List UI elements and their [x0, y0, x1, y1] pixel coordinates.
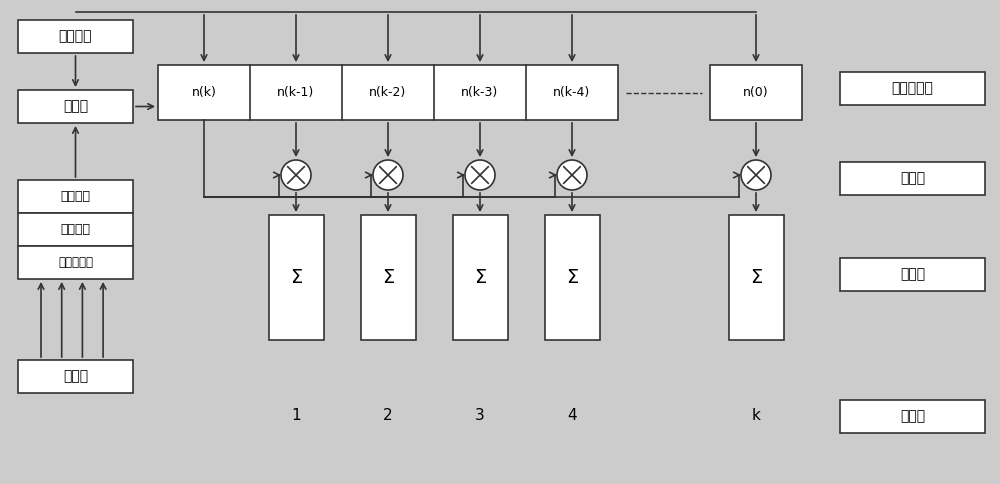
Text: $\Sigma$: $\Sigma$	[474, 268, 486, 287]
Bar	[544, 215, 600, 340]
Bar	[268, 215, 324, 340]
Text: 甫别电路: 甫别电路	[60, 190, 90, 203]
Bar	[840, 72, 985, 105]
Text: $\Sigma$: $\Sigma$	[566, 268, 578, 287]
Text: 移位寄存器: 移位寄存器	[892, 81, 933, 95]
Text: 散射光: 散射光	[63, 369, 88, 383]
Text: n(k): n(k)	[192, 86, 216, 99]
Bar	[158, 65, 618, 120]
Text: 累加器: 累加器	[900, 268, 925, 282]
Text: 放大电路: 放大电路	[60, 223, 90, 236]
Bar	[840, 258, 985, 291]
Text: 乘法器: 乘法器	[900, 171, 925, 185]
Bar	[728, 215, 784, 340]
Circle shape	[373, 160, 403, 190]
Text: k: k	[752, 408, 760, 423]
Bar	[18, 180, 133, 213]
Text: 计数器: 计数器	[63, 100, 88, 114]
Bar	[18, 213, 133, 246]
Bar	[840, 162, 985, 195]
Circle shape	[741, 160, 771, 190]
Bar	[840, 400, 985, 433]
Bar	[452, 215, 508, 340]
Text: 通道数: 通道数	[900, 409, 925, 424]
Text: n(k-4): n(k-4)	[553, 86, 591, 99]
Text: 2: 2	[383, 408, 393, 423]
Circle shape	[281, 160, 311, 190]
Circle shape	[557, 160, 587, 190]
Text: $\Sigma$: $\Sigma$	[382, 268, 394, 287]
Text: n(k-2): n(k-2)	[369, 86, 407, 99]
Bar	[18, 360, 133, 393]
Text: n(0): n(0)	[743, 86, 769, 99]
Bar	[18, 20, 133, 53]
Text: 光电倍增管: 光电倍增管	[58, 256, 93, 269]
Text: 4: 4	[567, 408, 577, 423]
Text: $\Sigma$: $\Sigma$	[750, 268, 763, 287]
Text: $\Sigma$: $\Sigma$	[290, 268, 302, 287]
Bar	[710, 65, 802, 120]
Bar	[18, 246, 133, 279]
Text: n(k-1): n(k-1)	[277, 86, 315, 99]
Bar	[360, 215, 416, 340]
Text: 3: 3	[475, 408, 485, 423]
Circle shape	[465, 160, 495, 190]
Text: n(k-3): n(k-3)	[461, 86, 499, 99]
Text: 采样时钟: 采样时钟	[59, 30, 92, 44]
Text: 1: 1	[291, 408, 301, 423]
Bar	[18, 90, 133, 123]
